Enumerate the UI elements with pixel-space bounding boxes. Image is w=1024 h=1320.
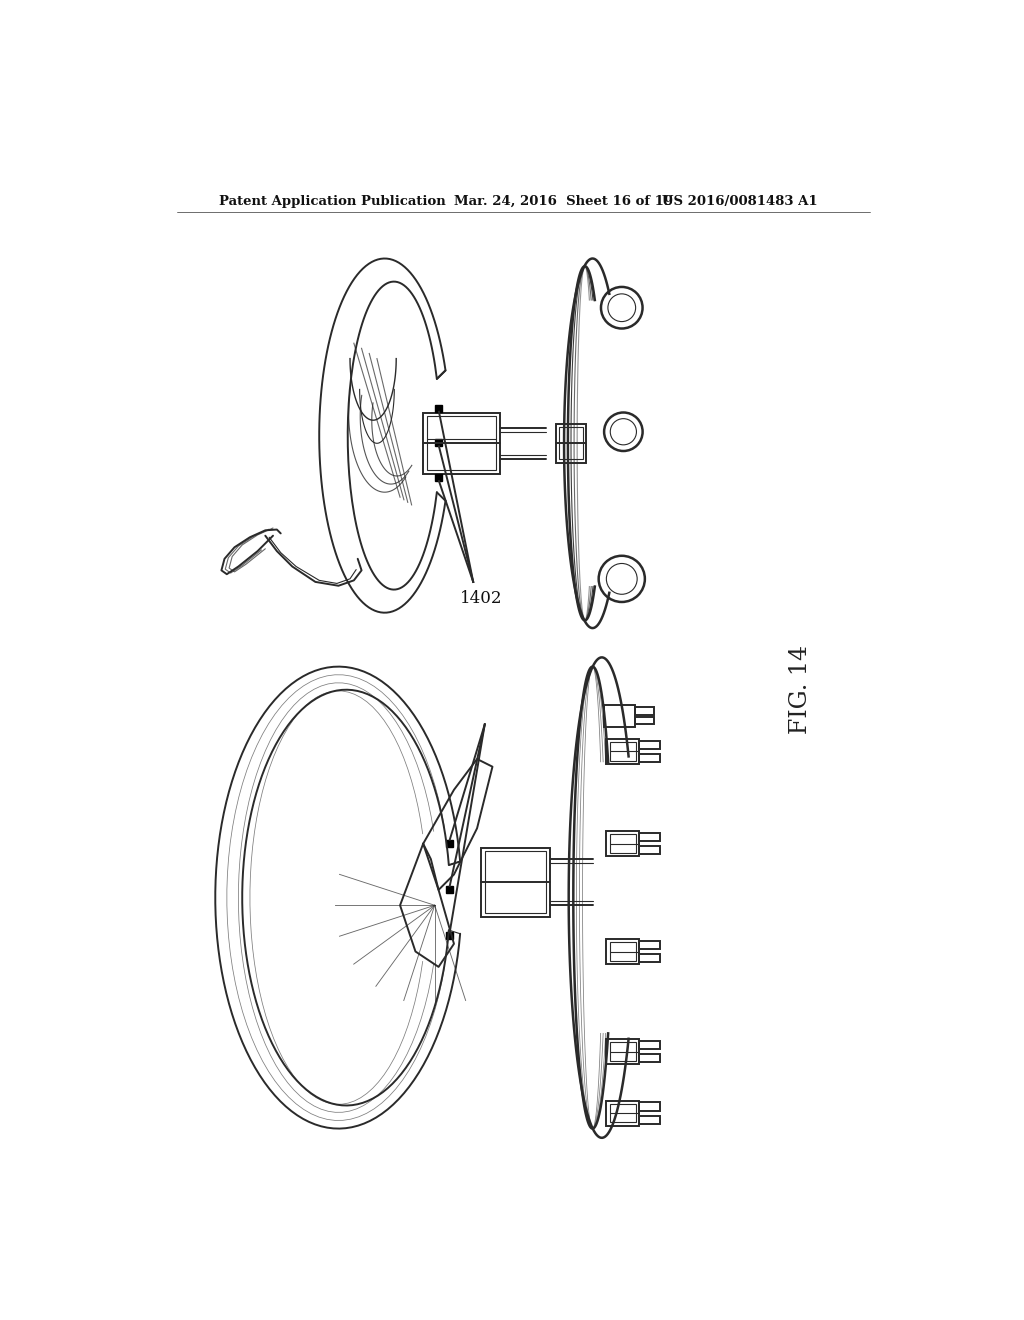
Bar bbox=[606, 739, 639, 763]
Text: 1402: 1402 bbox=[460, 590, 502, 607]
Bar bbox=[606, 832, 639, 855]
Bar bbox=[435, 405, 442, 412]
Bar bbox=[481, 847, 550, 917]
Bar bbox=[606, 940, 639, 964]
Bar bbox=[639, 941, 660, 949]
Bar bbox=[639, 1102, 660, 1111]
Bar bbox=[435, 474, 442, 480]
Text: US 2016/0081483 A1: US 2016/0081483 A1 bbox=[662, 195, 817, 209]
Bar bbox=[606, 1101, 639, 1126]
Bar bbox=[635, 717, 654, 725]
Bar bbox=[556, 424, 586, 462]
Bar bbox=[435, 440, 442, 446]
Bar bbox=[446, 840, 454, 847]
Bar bbox=[639, 754, 660, 762]
Bar bbox=[604, 705, 635, 726]
Bar bbox=[639, 1115, 660, 1123]
Bar bbox=[606, 1039, 639, 1064]
Bar bbox=[639, 833, 660, 841]
Bar bbox=[639, 741, 660, 748]
Bar bbox=[639, 1053, 660, 1063]
Text: Patent Application Publication: Patent Application Publication bbox=[219, 195, 445, 209]
Bar bbox=[559, 428, 583, 459]
Bar bbox=[639, 954, 660, 962]
Bar bbox=[609, 742, 636, 760]
Bar bbox=[484, 851, 547, 913]
Bar bbox=[639, 846, 660, 854]
Text: Mar. 24, 2016  Sheet 16 of 19: Mar. 24, 2016 Sheet 16 of 19 bbox=[454, 195, 673, 209]
Bar bbox=[609, 1104, 636, 1122]
Bar bbox=[427, 416, 497, 470]
Bar bbox=[639, 1040, 660, 1049]
Bar bbox=[609, 1043, 636, 1061]
Bar bbox=[446, 932, 454, 940]
Text: FIG. 14: FIG. 14 bbox=[788, 645, 812, 734]
Bar bbox=[609, 942, 636, 961]
Bar bbox=[423, 412, 500, 474]
Bar bbox=[446, 886, 454, 892]
Bar bbox=[609, 834, 636, 853]
Bar bbox=[635, 708, 654, 715]
